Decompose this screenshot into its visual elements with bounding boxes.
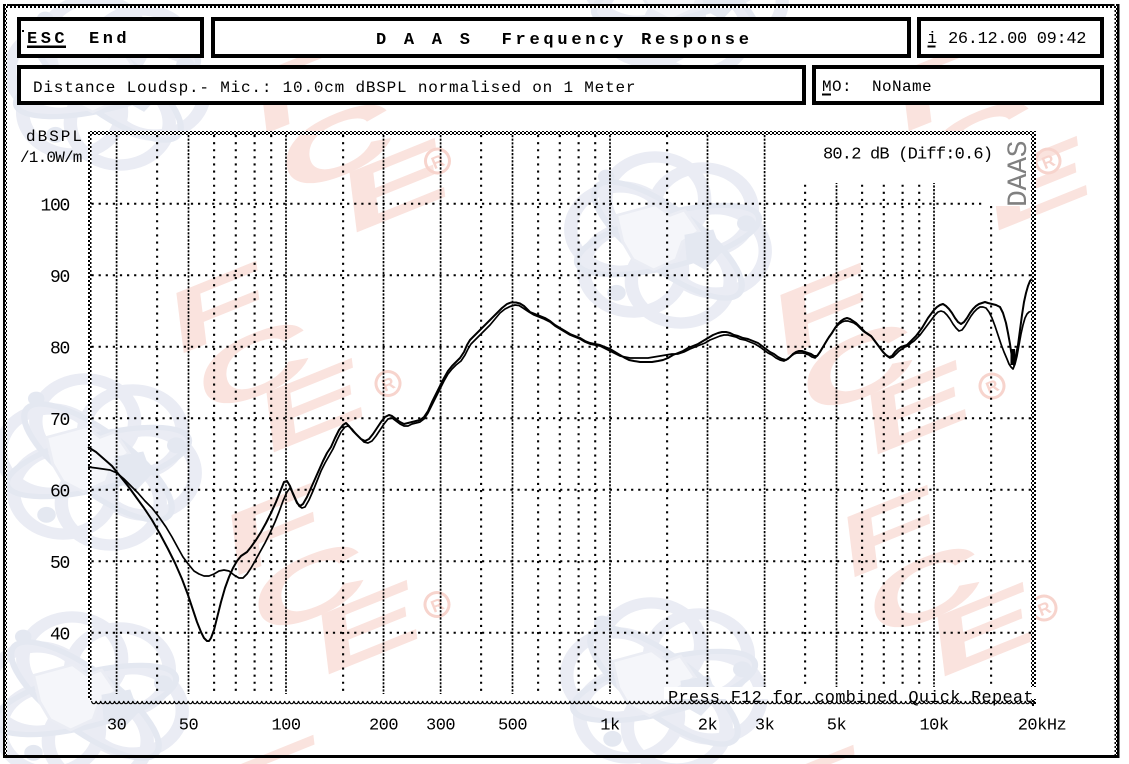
svg-text:60: 60 [50, 482, 70, 502]
svg-text:30: 30 [107, 717, 127, 736]
svg-text:80: 80 [50, 339, 70, 359]
svg-text:2k: 2k [698, 717, 718, 736]
svg-text:1k: 1k [600, 717, 620, 736]
svg-text:i: i [927, 30, 937, 49]
svg-text:26.12.00 09:42: 26.12.00 09:42 [948, 30, 1086, 49]
svg-text:D A A S Frequency Response: D A A S Frequency Response [376, 31, 753, 50]
svg-text:500: 500 [498, 717, 527, 736]
svg-text:ESC: ESC [27, 30, 68, 49]
svg-text:20kHz: 20kHz [1018, 717, 1067, 736]
svg-text:End: End [89, 30, 130, 49]
svg-text:300: 300 [426, 717, 455, 736]
svg-text:5k: 5k [827, 717, 847, 736]
svg-text:70: 70 [50, 411, 70, 431]
svg-text:dBSPL: dBSPL [26, 128, 84, 146]
svg-text:50: 50 [50, 554, 70, 574]
svg-text:DAAS: DAAS [1004, 141, 1035, 207]
svg-text:90: 90 [50, 268, 70, 288]
svg-text:80.2 dB (Diff:0.6): 80.2 dB (Diff:0.6) [823, 145, 992, 164]
svg-text:3k: 3k [755, 717, 775, 736]
svg-text:100: 100 [271, 717, 300, 736]
svg-text:50: 50 [179, 717, 199, 736]
svg-text:40: 40 [50, 625, 70, 645]
svg-text:100: 100 [40, 196, 69, 216]
svg-text:200: 200 [369, 717, 398, 736]
svg-text:Press F12 for combined Quick R: Press F12 for combined Quick Repeat [668, 689, 1034, 708]
svg-text:MO: NoName: MO: NoName [822, 78, 932, 96]
svg-text:Distance Loudsp.- Mic.: 10.0cm: Distance Loudsp.- Mic.: 10.0cm dBSPL nor… [33, 79, 636, 97]
svg-text:/1.0W/m: /1.0W/m [20, 149, 82, 167]
svg-text:10k: 10k [919, 717, 948, 736]
